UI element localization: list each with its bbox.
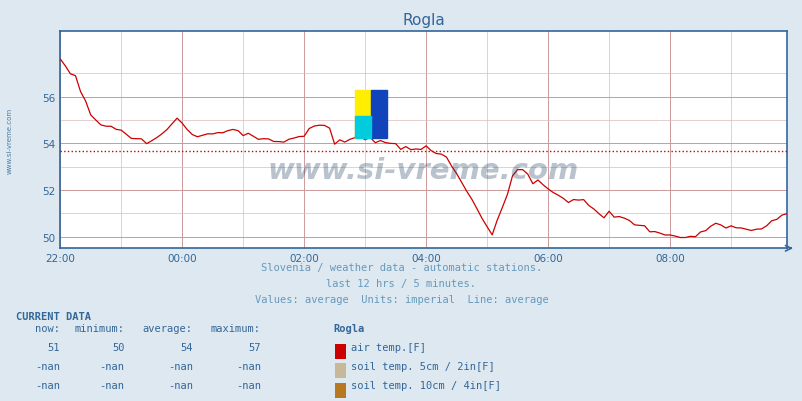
Title: Rogla: Rogla [402,13,444,28]
Text: www.si-vreme.com: www.si-vreme.com [6,107,13,173]
Text: -nan: -nan [168,400,192,401]
Text: 50: 50 [111,342,124,352]
Text: -nan: -nan [236,361,261,371]
Text: -nan: -nan [99,400,124,401]
Text: -nan: -nan [99,381,124,391]
Text: www.si-vreme.com: www.si-vreme.com [268,157,578,184]
Text: -nan: -nan [236,400,261,401]
Text: soil temp. 10cm / 4in[F]: soil temp. 10cm / 4in[F] [350,381,500,391]
Bar [354,91,370,138]
Text: 57: 57 [248,342,261,352]
Text: Slovenia / weather data - automatic stations.: Slovenia / weather data - automatic stat… [261,263,541,273]
Text: CURRENT DATA: CURRENT DATA [16,311,91,321]
Text: air temp.[F]: air temp.[F] [350,342,425,352]
Text: -nan: -nan [35,400,60,401]
Text: -nan: -nan [99,361,124,371]
Text: -nan: -nan [236,381,261,391]
Text: Rogla: Rogla [333,323,364,333]
Text: -nan: -nan [168,361,192,371]
Text: 51: 51 [47,342,60,352]
Text: 54: 54 [180,342,192,352]
Text: last 12 hrs / 5 minutes.: last 12 hrs / 5 minutes. [326,279,476,289]
Bar [354,117,370,138]
Text: average:: average: [143,323,192,333]
Text: -nan: -nan [35,381,60,391]
Text: minimum:: minimum: [75,323,124,333]
Text: now:: now: [35,323,60,333]
Text: soil temp. 5cm / 2in[F]: soil temp. 5cm / 2in[F] [350,361,494,371]
Bar [370,91,386,138]
Text: Values: average  Units: imperial  Line: average: Values: average Units: imperial Line: av… [254,295,548,305]
Text: soil temp. 20cm / 8in[F]: soil temp. 20cm / 8in[F] [350,400,500,401]
Text: -nan: -nan [168,381,192,391]
Text: maximum:: maximum: [211,323,261,333]
Text: -nan: -nan [35,361,60,371]
